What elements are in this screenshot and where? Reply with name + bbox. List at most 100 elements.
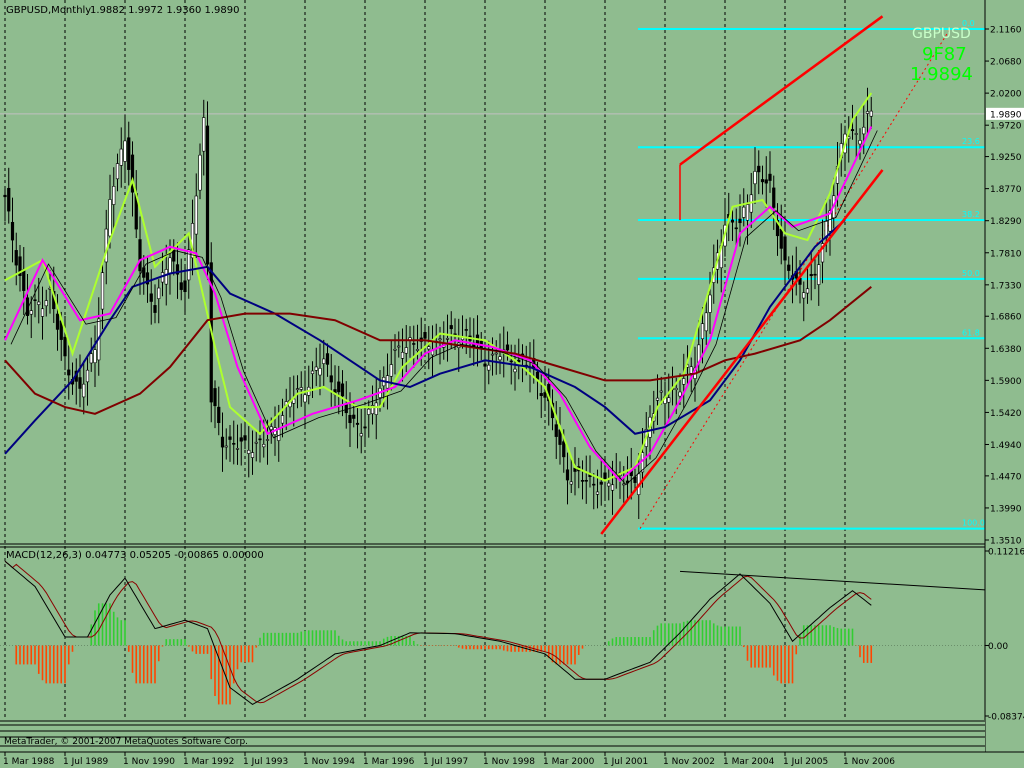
- candle-body: [172, 249, 176, 262]
- candle-body: [318, 368, 322, 376]
- candle-body: [543, 392, 547, 398]
- time-label: 1 Jul 1989: [63, 757, 108, 767]
- candle-body: [89, 353, 93, 364]
- overlay-symbol: GBPUSD: [912, 26, 971, 42]
- candle-body: [427, 346, 431, 350]
- candle-body: [753, 171, 757, 185]
- time-label: 1 Mar 1992: [183, 757, 234, 767]
- candle-body: [374, 402, 378, 415]
- candle-body: [592, 483, 596, 486]
- candle-body: [93, 349, 97, 364]
- candle-body: [138, 239, 142, 272]
- channel-line: [679, 15, 884, 166]
- candle-body: [490, 353, 495, 356]
- current-price-box: [986, 107, 1024, 120]
- candle-body: [487, 364, 491, 371]
- candle-body: [108, 199, 112, 237]
- time-label: 1 Jul 2005: [783, 757, 828, 767]
- candle-body: [55, 313, 60, 330]
- overlay-top-value: 9F87: [922, 44, 967, 65]
- price-label: 1.7330: [990, 281, 1022, 291]
- candle-body: [760, 179, 765, 183]
- candle-body: [194, 195, 198, 235]
- candle-body: [757, 165, 761, 173]
- price-label: 1.3990: [990, 504, 1022, 514]
- candle-body: [483, 363, 487, 367]
- candle-body: [734, 227, 738, 230]
- candle-body: [205, 125, 210, 265]
- price-label: 1.5420: [990, 409, 1022, 419]
- candle-body: [100, 272, 105, 310]
- candle-body: [730, 219, 735, 223]
- candle-body: [393, 348, 397, 351]
- candle-body: [569, 481, 573, 485]
- fib-level-label: 50.0: [962, 269, 980, 278]
- candle-body: [119, 148, 123, 166]
- price-label: 1.9250: [990, 153, 1022, 163]
- candle-body: [359, 433, 363, 437]
- time-label: 1 Mar 1988: [3, 757, 55, 767]
- candle-body: [10, 221, 15, 241]
- candle-body: [869, 110, 873, 117]
- candle-body: [805, 288, 810, 294]
- candle-body: [655, 397, 660, 401]
- fib-level-label: 100.0: [962, 519, 985, 528]
- candle-body: [802, 292, 806, 299]
- fib-level-label: 0.0: [962, 19, 975, 28]
- macd-pane: [0, 560, 986, 705]
- candle-body: [352, 414, 356, 419]
- candle-body: [157, 287, 161, 299]
- fib-level-label: 23.6: [962, 137, 980, 146]
- candle-body: [183, 280, 187, 293]
- candle-body: [67, 369, 71, 376]
- candle-body: [554, 424, 558, 437]
- candle-body: [247, 449, 251, 454]
- candle-body: [44, 300, 48, 307]
- candle-body: [764, 179, 768, 184]
- candle-body: [82, 383, 86, 398]
- macd-axis-label: -0.08374: [988, 713, 1024, 723]
- candle-body: [674, 387, 678, 391]
- candle-body: [310, 370, 315, 375]
- candle-body: [509, 360, 513, 363]
- candle-body: [659, 390, 663, 393]
- candle-body: [355, 422, 360, 425]
- moving-average-line: [4, 286, 872, 415]
- candle-body: [239, 437, 243, 442]
- candle-body: [217, 406, 221, 424]
- candle-body: [367, 408, 371, 415]
- candle-body: [775, 219, 780, 237]
- candle-body: [704, 312, 708, 332]
- time-label: 1 Mar 2000: [543, 757, 595, 767]
- candle-body: [232, 443, 236, 445]
- candle-body: [220, 436, 225, 448]
- candle-body: [817, 264, 821, 285]
- candle-body: [584, 479, 588, 482]
- candle-body: [828, 210, 832, 232]
- price-label: 2.0200: [990, 90, 1022, 100]
- candle-body: [18, 256, 22, 276]
- candle-body: [862, 126, 866, 135]
- current-price-label: 1.9890: [990, 110, 1022, 120]
- candle-body: [772, 187, 776, 208]
- time-label: 1 Nov 1990: [123, 757, 175, 767]
- candle-body: [325, 353, 330, 365]
- price-label: 1.8770: [990, 185, 1022, 195]
- candle-body: [164, 269, 168, 285]
- candle-body: [779, 228, 783, 249]
- price-label: 1.3510: [990, 537, 1022, 547]
- candle-body: [33, 299, 37, 302]
- candle-body: [622, 483, 626, 486]
- candle-body: [423, 332, 427, 339]
- moving-average-line: [4, 126, 873, 483]
- candle-body: [809, 274, 813, 277]
- fibonacci-levels: 0.0 23.6 38.2 50.0 61.8 100.0: [638, 19, 985, 530]
- candle-body: [299, 387, 303, 390]
- candle-body: [865, 111, 870, 114]
- candle-body: [235, 448, 240, 450]
- candle-body: [412, 343, 416, 345]
- candle-body: [250, 452, 255, 458]
- candle-body: [438, 338, 442, 341]
- candle-body: [280, 415, 285, 424]
- candle-body: [187, 249, 191, 281]
